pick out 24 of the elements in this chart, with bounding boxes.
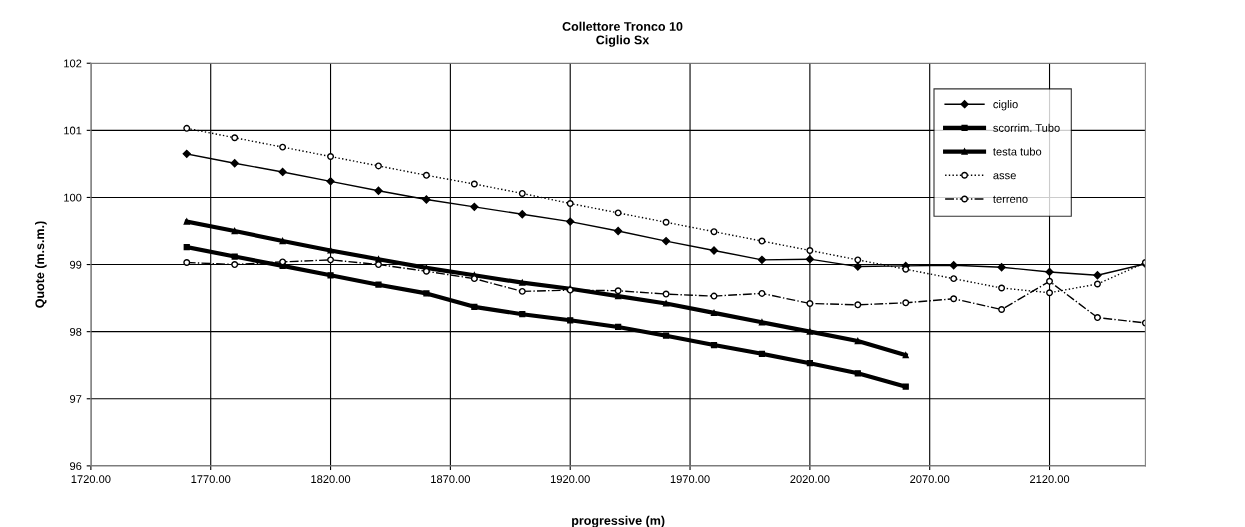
y-tick-label: 98 — [70, 327, 82, 336]
x-tick-label: 1720.00 — [71, 475, 111, 484]
y-tick-label: 100 — [64, 193, 82, 202]
x-axis-title: progressive (m) — [572, 515, 665, 527]
x-tick-label: 2070.00 — [910, 475, 950, 484]
legend-label: asse — [993, 173, 1016, 180]
x-tick-label: 2120.00 — [1030, 475, 1070, 484]
y-tick-label: 101 — [64, 126, 82, 135]
y-tick-label: 96 — [70, 462, 82, 470]
legend-label: scorrim. Tubo — [993, 123, 1060, 132]
y-axis-title: Quote (m.s.m.) — [35, 221, 47, 308]
legend-label: terreno — [993, 195, 1028, 203]
legend-label: testa tubo — [993, 147, 1042, 156]
y-tick-label: 97 — [70, 395, 82, 403]
x-tick-label: 1970.00 — [670, 475, 710, 484]
y-tick-label: 102 — [64, 59, 82, 68]
x-tick-label: 1870.00 — [431, 475, 471, 484]
chart-title: Collettore Tronco 10 Ciglio Sx — [562, 21, 683, 47]
legend-label: ciglio — [993, 100, 1018, 111]
x-tick-label: 1920.00 — [550, 475, 590, 484]
x-tick-label: 2020.00 — [790, 475, 830, 484]
x-tick-label: 1770.00 — [191, 475, 231, 484]
y-tick-label: 99 — [70, 260, 82, 269]
x-tick-label: 1820.00 — [311, 475, 351, 484]
